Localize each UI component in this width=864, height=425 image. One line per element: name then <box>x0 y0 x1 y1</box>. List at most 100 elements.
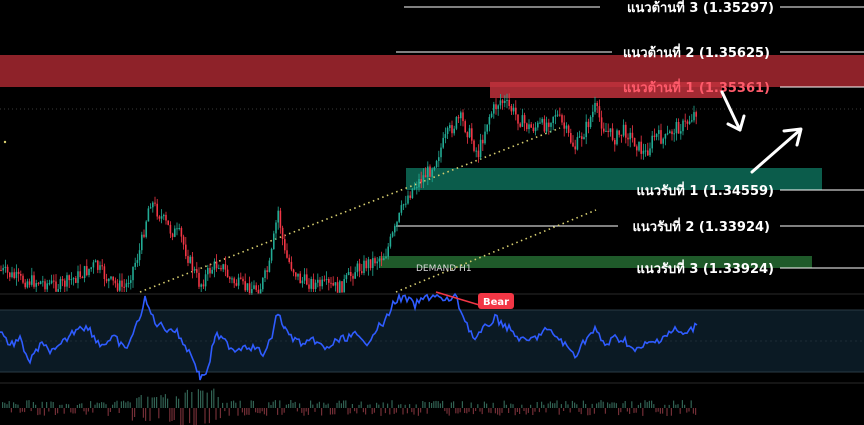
candle-body <box>583 137 585 140</box>
histogram-bar <box>609 403 611 408</box>
candle-body <box>79 271 81 278</box>
candle-body <box>622 124 625 136</box>
histogram-bar <box>362 408 364 413</box>
candle-body <box>396 221 398 226</box>
histogram-bar <box>103 402 105 408</box>
candle-body <box>598 106 601 118</box>
candle-body <box>334 282 337 286</box>
histogram-bar <box>281 408 283 415</box>
histogram-bar <box>184 392 186 408</box>
candle-body <box>233 278 235 284</box>
histogram-bar <box>380 408 382 416</box>
histogram-bar <box>369 404 371 408</box>
candle-body <box>154 202 156 204</box>
candle-body <box>677 122 680 134</box>
histogram-bar <box>488 408 490 413</box>
histogram-bar <box>327 403 329 408</box>
histogram-bar <box>127 401 129 408</box>
candle-body <box>207 268 209 275</box>
histogram-bar <box>523 408 525 411</box>
candle-body <box>653 135 656 137</box>
candle-body <box>75 278 77 283</box>
histogram-bar <box>307 408 309 415</box>
candle-body <box>169 224 172 234</box>
histogram-bar <box>688 408 690 412</box>
histogram-bar <box>72 408 74 414</box>
candle-body <box>471 128 473 141</box>
candle-body <box>244 281 246 291</box>
candle-body <box>196 269 198 273</box>
candle-body <box>273 233 275 250</box>
candle-body <box>251 289 253 295</box>
histogram-bar <box>140 395 142 408</box>
candle-body <box>20 274 22 276</box>
histogram-bar <box>217 397 219 408</box>
candle-body <box>114 280 117 284</box>
candle-body <box>174 228 176 237</box>
candle-body <box>354 272 356 279</box>
candle-body <box>605 130 607 132</box>
histogram-bar <box>167 398 169 408</box>
resistance-zone-main <box>0 55 864 87</box>
candle-body <box>405 203 407 205</box>
histogram-bar <box>598 402 600 408</box>
candle-body <box>2 268 4 271</box>
histogram-bar <box>272 401 274 408</box>
histogram-bar <box>571 400 573 408</box>
histogram-bar <box>15 404 17 408</box>
candle-body <box>231 278 233 280</box>
histogram-bar <box>2 402 4 408</box>
candle-body <box>350 272 352 276</box>
histogram-bar <box>525 408 527 415</box>
candle-body <box>123 286 125 288</box>
histogram-bar <box>17 404 19 408</box>
candle-body <box>88 268 90 276</box>
candle-body <box>226 269 229 278</box>
candle-body <box>165 214 167 221</box>
histogram-bar <box>490 408 492 414</box>
histogram-bar <box>655 408 657 413</box>
histogram-bar <box>193 408 195 425</box>
histogram-bar <box>268 402 270 408</box>
histogram-bar <box>173 408 175 420</box>
histogram-bar <box>618 408 620 416</box>
histogram-bar <box>149 408 151 421</box>
histogram-bar <box>129 402 131 408</box>
candle-body <box>358 263 361 272</box>
histogram-bar <box>378 404 380 408</box>
candle-body <box>248 283 251 295</box>
histogram-bar <box>162 397 164 408</box>
histogram-bar <box>558 408 560 415</box>
histogram-bar <box>180 408 182 425</box>
histogram-bar <box>160 395 162 408</box>
candle-body <box>572 142 574 147</box>
histogram-bar <box>554 403 556 408</box>
candle-body <box>356 263 359 273</box>
candle-body <box>343 279 345 293</box>
candle-body <box>26 281 29 288</box>
histogram-bar <box>596 403 598 408</box>
arrow-down-right-icon <box>720 90 746 132</box>
candle-body <box>22 275 24 283</box>
candle-body <box>193 269 196 271</box>
candle-body <box>39 281 42 284</box>
histogram-bar <box>171 408 173 421</box>
histogram-bar <box>21 408 23 412</box>
histogram-bar <box>406 408 408 414</box>
histogram-bar <box>631 401 633 408</box>
candle-body <box>418 179 420 188</box>
histogram-bar <box>195 408 197 425</box>
histogram-bar <box>4 402 6 408</box>
histogram-bar <box>246 408 248 415</box>
histogram-bar <box>338 400 340 408</box>
candle-body <box>499 100 502 106</box>
candle-body <box>281 227 284 239</box>
histogram-bar <box>142 408 144 418</box>
candle-body <box>636 146 638 151</box>
svg-text:Bear: Bear <box>483 297 509 308</box>
histogram-bar <box>371 408 373 415</box>
histogram-bar <box>635 408 637 413</box>
candle-body <box>336 282 339 293</box>
candle-body <box>182 236 185 245</box>
